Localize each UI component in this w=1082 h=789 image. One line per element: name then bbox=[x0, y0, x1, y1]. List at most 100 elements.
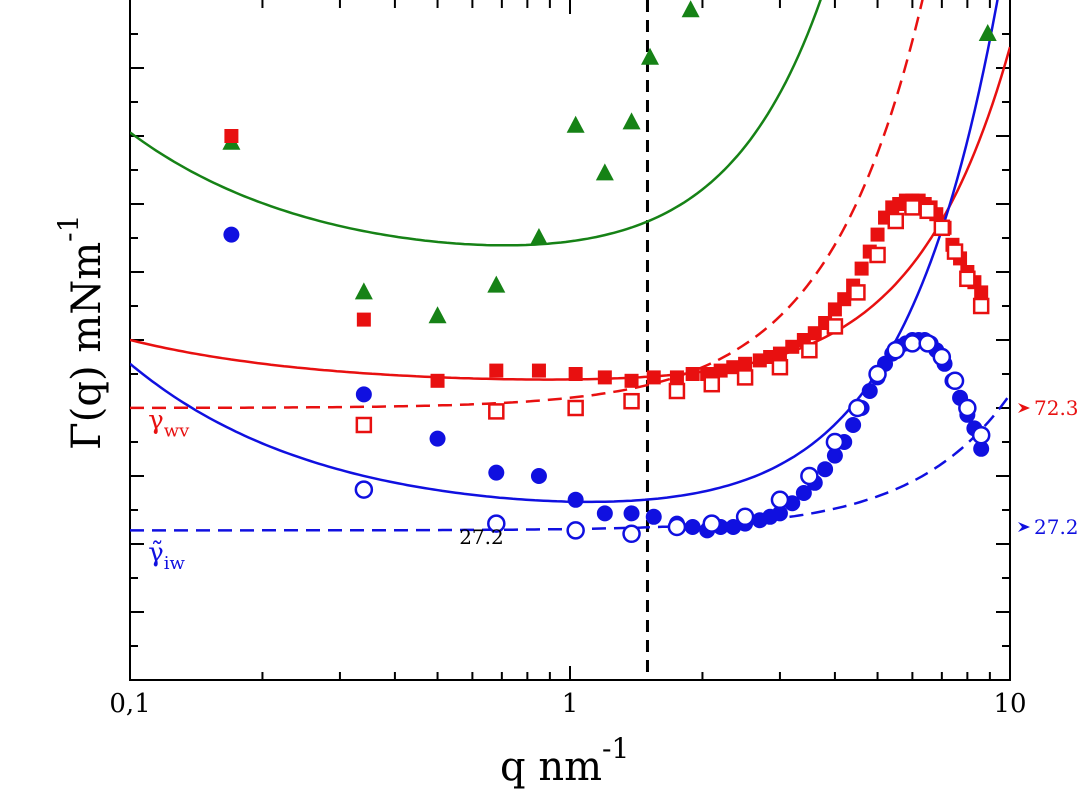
data-point-circle bbox=[530, 468, 547, 484]
x-tick-label: 1 bbox=[562, 689, 579, 719]
data-point-square bbox=[646, 370, 661, 385]
data-point-circle-open bbox=[945, 371, 965, 391]
data-point-square bbox=[568, 367, 583, 381]
data-point-square-open bbox=[869, 246, 886, 264]
data-point-circle bbox=[861, 383, 878, 399]
data-point-square-open bbox=[946, 243, 964, 260]
gamma-wv-subscript: wv bbox=[164, 420, 190, 441]
axis-ticks bbox=[129, 0, 1010, 680]
x-tick-label: 0,1 bbox=[109, 689, 150, 719]
right-value-markers: 72.3 27.2 bbox=[1018, 396, 1079, 539]
data-point-triangle bbox=[978, 24, 997, 41]
data-point-circle bbox=[355, 386, 372, 403]
data-point-triangle bbox=[428, 306, 447, 324]
data-point-square bbox=[669, 370, 684, 385]
data-point-square bbox=[854, 261, 869, 276]
data-point-circle bbox=[488, 464, 505, 481]
data-point-square-open bbox=[972, 297, 990, 315]
data-point-circle bbox=[795, 485, 812, 501]
x-axis-title: q nm-1 bbox=[500, 732, 629, 789]
data-point-triangle bbox=[681, 0, 700, 18]
data-point-square-open bbox=[801, 341, 818, 359]
data-point-square-open bbox=[736, 369, 754, 386]
y-axis-title-text: Γ(q) mNm bbox=[64, 242, 110, 450]
data-point-circle-open bbox=[886, 340, 906, 360]
data-point-circle bbox=[817, 461, 834, 478]
data-point-circle-open bbox=[958, 398, 977, 418]
data-point-circle-open bbox=[487, 514, 506, 533]
data-point-square-open bbox=[668, 382, 686, 400]
data-point-circle-open bbox=[848, 398, 867, 418]
right-marker-72-3-label: 72.3 bbox=[1034, 396, 1079, 420]
data-point-square bbox=[597, 370, 612, 385]
data-point-circle-open bbox=[918, 334, 937, 353]
data-point-square-open bbox=[919, 202, 936, 220]
data-point-triangle bbox=[622, 112, 641, 130]
gamma-iw-symbol: γ̃ bbox=[148, 538, 164, 568]
data-point-square bbox=[713, 363, 728, 378]
data-point-square-open bbox=[826, 318, 844, 335]
data-point-square bbox=[870, 227, 885, 242]
data-point-circle bbox=[223, 226, 240, 243]
data-point-circle-open bbox=[735, 507, 755, 527]
data-point-circle bbox=[567, 491, 584, 508]
data-point-triangle bbox=[529, 228, 548, 245]
data-point-triangle bbox=[595, 163, 614, 181]
right-marker-27-2: 27.2 bbox=[1018, 515, 1079, 539]
fit-curve bbox=[130, 46, 1010, 381]
data-point-square bbox=[624, 373, 639, 388]
x-tick-labels: 0,1 1 10 bbox=[109, 689, 1026, 719]
data-point-circle-open bbox=[622, 524, 641, 544]
data-point-square-open bbox=[933, 219, 951, 237]
x-axis-title-text: q nm bbox=[500, 744, 602, 789]
data-point-circle-open bbox=[825, 432, 845, 452]
data-point-square-open bbox=[703, 375, 721, 393]
fit-curve bbox=[130, 0, 924, 410]
data-point-square bbox=[785, 339, 800, 354]
data-point-circle-open bbox=[971, 425, 991, 445]
x-axis-title-exponent: -1 bbox=[602, 732, 629, 765]
data-point-square bbox=[738, 356, 753, 371]
fit-curves bbox=[130, 0, 1010, 532]
data-point-circle bbox=[973, 440, 990, 457]
data-point-square bbox=[430, 373, 445, 388]
data-point-circle bbox=[826, 447, 843, 464]
data-point-square bbox=[974, 285, 989, 300]
data-point-square-open bbox=[904, 199, 921, 216]
gamma-iw-label: γ̃iw bbox=[148, 538, 185, 574]
data-point-square bbox=[772, 346, 787, 361]
data-point-square bbox=[489, 363, 504, 378]
gamma-iw-subscript: iw bbox=[164, 553, 186, 574]
right-marker-27-2-label: 27.2 bbox=[1034, 515, 1079, 539]
data-point-square-open bbox=[887, 212, 905, 230]
data-point-circle-open bbox=[566, 521, 585, 540]
data-point-square bbox=[224, 129, 239, 143]
data-point-square bbox=[726, 360, 741, 375]
data-point-circle bbox=[429, 430, 446, 447]
data-point-triangle bbox=[566, 115, 585, 133]
data-point-circle bbox=[845, 417, 862, 433]
data-point-circle-open bbox=[868, 364, 887, 384]
data-point-square-open bbox=[355, 416, 373, 434]
data-point-square-open bbox=[488, 403, 505, 420]
x-tick-label: 10 bbox=[993, 689, 1026, 719]
plot-frame bbox=[129, 0, 1011, 681]
data-point-square-open bbox=[849, 284, 866, 301]
data-point-circle bbox=[596, 505, 613, 522]
arrow-right-icon bbox=[1018, 522, 1030, 532]
data-point-circle-open bbox=[932, 347, 952, 367]
gamma-wv-label: γwv bbox=[148, 405, 190, 441]
value-27-2-inside-label: 27.2 bbox=[459, 525, 504, 549]
data-point-square bbox=[356, 312, 371, 327]
data-point-circle bbox=[645, 508, 662, 525]
data-point-square bbox=[837, 292, 852, 307]
data-point-square bbox=[685, 367, 700, 381]
data-point-circle-open bbox=[667, 517, 687, 537]
arrow-right-icon bbox=[1018, 403, 1030, 413]
data-point-triangle bbox=[354, 282, 373, 300]
y-axis-title: Γ(q) mNm-1 bbox=[52, 215, 110, 450]
data-point-circle bbox=[771, 505, 788, 522]
data-point-square-open bbox=[771, 358, 789, 376]
data-point-circle-open bbox=[354, 480, 374, 499]
data-point-square-open bbox=[567, 399, 584, 417]
